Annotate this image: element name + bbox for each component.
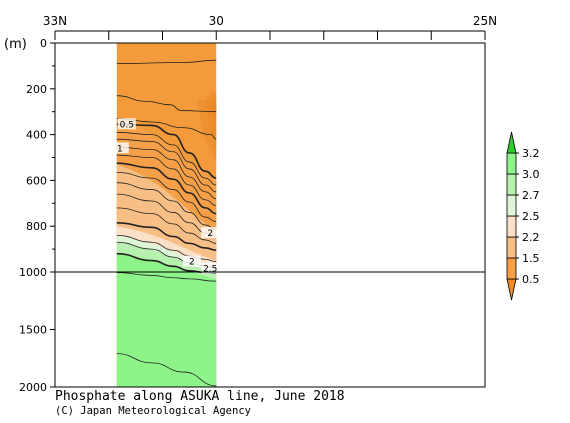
x-tick-label: 25N <box>473 14 497 28</box>
colorbar-label: 0.5 <box>522 273 540 286</box>
y-tick-label: 200 <box>26 83 47 96</box>
colorbar: 3.2 3.0 2.7 2.5 2.2 1.5 0.5 <box>506 131 540 301</box>
colorbar-bin <box>506 131 517 154</box>
plot-frame <box>54 42 486 388</box>
colorbar-label: 1.5 <box>522 252 540 265</box>
contour-labels: 0.5 1 2 2 2.5 <box>110 118 220 275</box>
chart-credit: (C) Japan Meteorological Agency <box>55 405 251 417</box>
contour-line <box>116 171 217 223</box>
contour-line <box>116 272 217 282</box>
contour-line <box>116 131 217 186</box>
contour-label-bg <box>182 255 201 267</box>
contour-line <box>116 207 217 244</box>
y-tick-label: 2000 <box>19 381 47 394</box>
y-tick-label: 400 <box>26 129 47 142</box>
contour-line <box>116 162 217 215</box>
colorbar-label: 3.0 <box>522 168 540 181</box>
contour-line <box>116 95 217 113</box>
colorbar-label: 2.2 <box>522 231 540 244</box>
contour-line <box>116 154 217 206</box>
data-fill-layers <box>116 43 217 387</box>
plot-border <box>54 42 486 388</box>
contour-line <box>116 146 217 200</box>
colorbar-bin <box>506 152 517 175</box>
colorbar-bin <box>506 194 517 217</box>
contour-line <box>116 353 217 387</box>
contour-line <box>116 182 217 231</box>
x-tick-label: 33N <box>43 14 67 28</box>
colorbar-label: 2.5 <box>522 210 540 223</box>
y-axis-label: (m) <box>4 37 27 52</box>
contour-line <box>116 221 217 252</box>
fill-layer-3.0-3.2 <box>116 253 217 387</box>
colorbar-label: 2.7 <box>522 189 540 202</box>
y-tick-label: 800 <box>26 220 47 233</box>
contour-lines <box>116 59 217 387</box>
y-tick-label: 600 <box>26 174 47 187</box>
contour-label-bg <box>201 262 220 274</box>
colorbar-bin <box>506 236 517 259</box>
y-axis: 0 200 400 600 800 1000 1500 2000 <box>19 37 55 394</box>
fill-band-2 <box>197 100 217 163</box>
contour-line <box>116 59 217 65</box>
y-tick-label: 0 <box>40 37 47 50</box>
colorbar-bin <box>506 173 517 196</box>
x-axis: 33N 30 25N <box>43 14 497 40</box>
contour-label: 1 <box>117 144 123 154</box>
contour-line <box>116 234 217 263</box>
y-tick-label: 1500 <box>19 324 47 337</box>
contour-label-bg <box>110 142 129 154</box>
contour-label-bg <box>201 227 220 239</box>
colorbar-label: 3.2 <box>522 147 540 160</box>
chart-title: Phosphate along ASUKA line, June 2018 <box>55 389 345 404</box>
contour-line <box>116 118 217 140</box>
colorbar-bin <box>506 215 517 238</box>
contour-line <box>116 123 217 179</box>
y-tick-label: 1000 <box>19 266 47 279</box>
contour-label: 0.5 <box>120 120 134 130</box>
contour-label-bg <box>117 118 136 130</box>
colorbar-bin <box>506 278 517 301</box>
contour-label: 2 <box>207 229 213 239</box>
x-tick-label: 30 <box>209 14 224 28</box>
fill-band-0 <box>210 91 217 140</box>
colorbar-bin <box>506 257 517 280</box>
contour-label: 2.5 <box>203 265 217 275</box>
contour-label: 2 <box>189 258 195 268</box>
contour-line <box>116 138 217 193</box>
